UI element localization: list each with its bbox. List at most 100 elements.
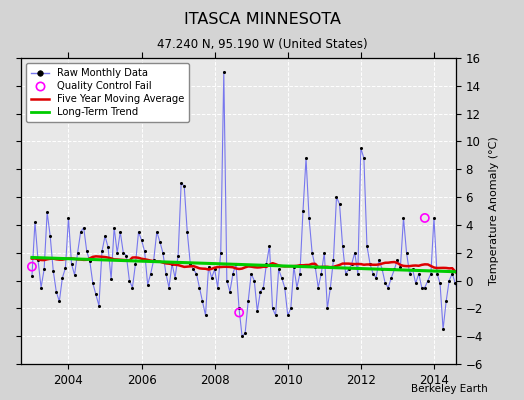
Point (454, 288, 463, 295)
Point (37, 284, 45, 291)
Legend: Raw Monthly Data, Quality Control Fail, Five Year Moving Average, Long-Term Tren: Raw Monthly Data, Quality Control Fail, … (26, 63, 189, 122)
Point (149, 256, 158, 263)
Point (244, 298, 253, 305)
Point (381, 280, 389, 286)
Point (168, 261, 176, 267)
Text: Berkeley Earth: Berkeley Earth (411, 384, 487, 394)
Point (442, 298, 450, 305)
Point (83, 248, 91, 254)
Point (174, 252, 182, 259)
Point (208, 274, 216, 281)
Point (213, 284, 222, 291)
Point (77, 229, 85, 235)
Point (247, 270, 255, 277)
Point (216, 250, 225, 256)
Point (159, 250, 167, 256)
Point (156, 238, 164, 245)
Point (89, 280, 97, 286)
Point (101, 233, 109, 239)
Point (132, 261, 140, 267)
Point (162, 270, 170, 277)
Point (122, 252, 130, 259)
Point (147, 270, 155, 277)
Point (399, 215, 408, 221)
Point (98, 248, 106, 254)
Point (58, 274, 67, 281)
Point (283, 312, 292, 318)
Point (85, 258, 94, 264)
Point (344, 266, 353, 273)
Point (329, 256, 337, 263)
Point (378, 266, 386, 273)
Point (393, 256, 401, 263)
Point (463, 274, 472, 281)
Point (363, 242, 371, 249)
Point (326, 284, 335, 291)
Point (70, 272, 79, 278)
Point (186, 261, 194, 267)
Point (262, 261, 270, 267)
Text: 47.240 N, 95.190 W (United States): 47.240 N, 95.190 W (United States) (157, 38, 367, 51)
Point (80, 224, 88, 231)
Point (430, 215, 438, 221)
Point (235, 309, 243, 316)
Point (293, 284, 301, 291)
Point (144, 282, 152, 288)
Point (359, 155, 368, 161)
Point (305, 215, 313, 221)
Point (259, 284, 268, 291)
Point (116, 229, 124, 235)
Point (302, 155, 310, 161)
Point (287, 305, 295, 312)
Point (278, 274, 286, 281)
Point (384, 284, 392, 291)
Point (299, 208, 307, 214)
Point (424, 277, 432, 284)
Point (52, 288, 60, 295)
Point (280, 284, 289, 291)
Point (427, 270, 435, 277)
Point (308, 250, 316, 256)
Point (357, 145, 365, 152)
Point (290, 264, 298, 270)
Point (268, 305, 277, 312)
Point (418, 284, 426, 291)
Point (375, 256, 384, 263)
Point (451, 280, 460, 286)
Point (235, 305, 243, 312)
Point (457, 312, 465, 318)
Point (411, 280, 420, 286)
Point (265, 242, 274, 249)
Point (342, 270, 350, 277)
Point (28, 273, 36, 280)
Point (296, 270, 304, 277)
Point (421, 215, 429, 221)
Point (92, 291, 100, 298)
Point (433, 270, 441, 277)
Point (238, 333, 246, 339)
Point (204, 264, 213, 270)
Point (195, 284, 204, 291)
Y-axis label: Temperature Anomaly (°C): Temperature Anomaly (°C) (488, 137, 498, 285)
Point (55, 298, 63, 305)
Point (408, 266, 417, 273)
Point (436, 280, 444, 286)
Point (34, 256, 42, 263)
Point (49, 268, 58, 274)
Point (119, 250, 127, 256)
Point (165, 284, 173, 291)
Point (372, 274, 380, 281)
Point (232, 261, 240, 267)
Point (445, 277, 453, 284)
Point (387, 274, 396, 281)
Point (171, 274, 179, 281)
Point (402, 250, 411, 256)
Point (439, 326, 447, 332)
Point (107, 276, 115, 282)
Point (229, 270, 237, 277)
Point (354, 270, 362, 277)
Point (460, 284, 468, 291)
Point (46, 233, 54, 239)
Point (198, 298, 206, 305)
Point (125, 277, 134, 284)
